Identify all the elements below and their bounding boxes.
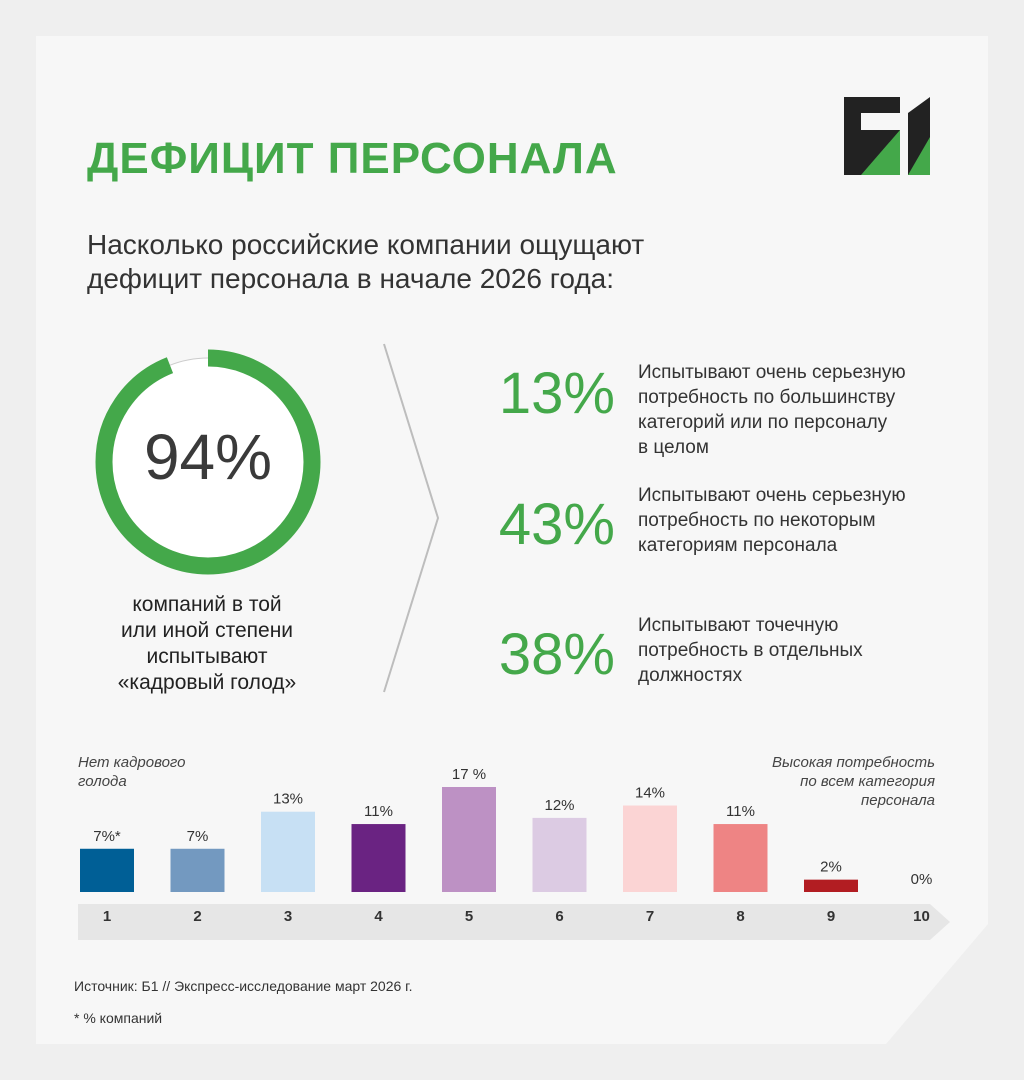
stat-line: категориям персонала [638,535,838,556]
stat-line: потребность в отдельных [638,640,863,661]
scale-arrow [78,904,950,940]
bar-value-label: 7%* [93,828,121,845]
bar-value-label: 13% [273,791,303,808]
bar-6 [532,817,587,892]
caption-line-1: компаний в той [132,593,282,616]
b1-logo: Б1 [844,97,930,175]
donut-caption: компаний в той или иной степени испытыва… [82,592,332,696]
x-tick-label: 8 [736,908,744,925]
page-title: ДЕФИЦИТ ПЕРСОНАЛА [87,134,618,183]
stat-row-3: 38% Испытывают точечную потребность в от… [470,613,980,703]
bar-5 [442,787,496,892]
stat-row-2: 43% Испытывают очень серьезную потребнос… [470,483,980,573]
x-tick-label: 10 [913,908,930,925]
stat-value: 13% [498,361,615,426]
scale-note-line: Высокая потребность [771,754,935,771]
stat-value: 38% [498,622,615,687]
bar-value-label: 7% [187,828,209,845]
scale-note-line: Нет кадрового [78,754,186,771]
x-tick-label: 3 [284,908,292,925]
bar-value-label: 11% [364,803,393,820]
caption-line-3: испытывают [146,645,268,668]
scale-note-high: Высокая потребность по всем категория пе… [735,753,935,810]
stat-line: потребность по некоторым [638,510,876,531]
donut-value: 94% [143,421,273,493]
stat-line: потребность по большинству [638,387,896,408]
scale-note-line: персонала [860,792,935,809]
bar-2 [170,848,225,892]
bar-value-label: 2% [820,859,842,876]
donut-arc [95,349,321,575]
scale-note-line: по всем категория [800,773,935,790]
bar-value-label: 12% [544,797,574,814]
x-tick-label: 6 [555,908,563,925]
stat-text: Испытывают очень серьезную потребность п… [638,360,968,460]
caption-line-4: «кадровый голод» [117,671,297,694]
scale-note-low: Нет кадрового голода [78,753,238,791]
bar-9 [804,879,858,892]
bar-value-label: 11% [726,803,755,820]
x-tick-label: 5 [465,908,473,925]
x-tick-label: 4 [374,908,383,925]
chevron-divider [383,343,440,693]
subtitle-line-2: дефицит персонала в начале 2026 года: [87,263,615,294]
x-tick-label: 2 [193,908,201,925]
x-tick-label: 9 [827,908,835,925]
donut-chart [95,349,321,575]
footnote: * % компаний [74,1010,163,1026]
bar-7 [623,805,677,892]
stat-line: Испытывают очень серьезную [638,485,906,506]
bar-value-label: 14% [635,785,665,802]
x-tick-label: 1 [103,908,111,925]
stat-line: Испытывают точечную [638,615,839,636]
bar-8 [713,824,768,892]
stat-line: Испытывают очень серьезную [638,362,906,383]
bar-value-label: 0% [911,871,933,888]
stat-text: Испытывают очень серьезную потребность п… [638,483,968,558]
stat-text: Испытывают точечную потребность в отдель… [638,613,968,688]
subtitle: Насколько российские компании ощущают де… [87,228,787,296]
source-note: Источник: Б1 // Экспресс-исследование ма… [74,978,413,994]
stat-line: категорий или по персоналу [638,412,888,433]
stat-value: 43% [498,492,615,557]
bar-1 [80,848,134,892]
subtitle-line-1: Насколько российские компании ощущают [87,229,645,260]
x-tick-label: 7 [646,908,654,925]
bar-4 [351,824,406,892]
bar-value-label: 17 % [452,766,486,783]
scale-note-line: голода [78,773,127,790]
stat-line: должностях [638,665,743,686]
bar-3 [261,811,315,892]
stat-row-1: 13% Испытывают очень серьезную потребнос… [470,360,980,458]
stat-line: в целом [638,437,709,458]
caption-line-2: или иной степени [120,619,294,642]
